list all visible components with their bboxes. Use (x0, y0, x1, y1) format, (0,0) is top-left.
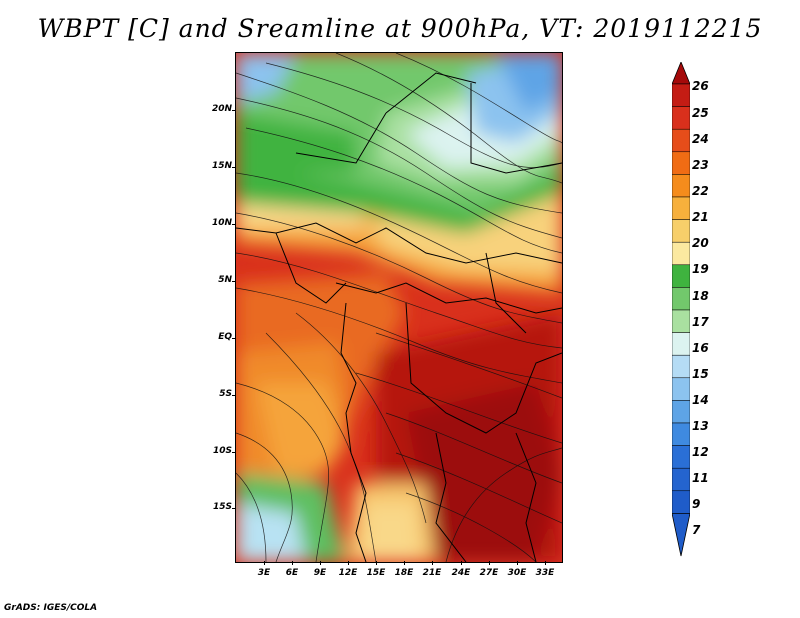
colorbar-segment (672, 219, 690, 243)
lon-tick-15e: 15E (366, 568, 386, 578)
lon-tick-21e: 21E (422, 568, 442, 578)
colorbar-segment (672, 354, 690, 379)
lat-tick-5n: 5N (218, 275, 232, 285)
colorbar-label: 14 (692, 393, 709, 407)
colorbar-label: 15 (692, 367, 709, 381)
colorbar-segment (672, 309, 690, 333)
colorbar-segment (672, 490, 690, 514)
lat-tick-10n: 10N (211, 218, 232, 228)
lat-tick-20n: 20N (211, 104, 232, 114)
colorbar-segment (672, 196, 690, 220)
lon-tick-9e: 9E (313, 568, 327, 578)
grads-credit: GrADS: IGES/COLA (4, 603, 98, 613)
lat-tick-mark (232, 452, 236, 453)
lon-tick-mark (404, 561, 405, 565)
colorbar-label: 24 (692, 132, 709, 146)
wbpt-field (236, 53, 562, 562)
lon-tick-mark (292, 561, 293, 565)
lat-tick-15n: 15N (211, 161, 232, 171)
lon-tick-33e: 33E (535, 568, 555, 578)
lon-tick-mark (517, 561, 518, 565)
lon-tick-30e: 30E (507, 568, 527, 578)
map-panel[interactable] (235, 52, 563, 563)
colorbar-bottom-arrow (672, 512, 690, 557)
lon-tick-mark (545, 561, 546, 565)
lon-tick-27e: 27E (479, 568, 499, 578)
lon-tick-6e: 6E (285, 568, 299, 578)
lon-tick-24e: 24E (451, 568, 471, 578)
colorbar-segment (672, 174, 690, 198)
streamlines (236, 53, 562, 562)
colorbar-segment (672, 400, 690, 424)
colorbar-segment (672, 467, 690, 492)
lat-tick-mark (232, 338, 236, 339)
colorbar-label: 20 (692, 236, 709, 250)
colorbar-top-arrow (672, 62, 690, 85)
lat-tick-eq: EQ (218, 332, 232, 342)
lat-tick-mark (232, 110, 236, 111)
colorbar (672, 62, 690, 557)
colorbar-label: 16 (692, 341, 709, 355)
colorbar-label: 22 (692, 184, 709, 198)
lon-tick-mark (489, 561, 490, 565)
colorbar-segment (672, 241, 690, 266)
colorbar-label: 18 (692, 289, 709, 303)
lat-tick-15s: 15S (212, 502, 232, 512)
colorbar-label: 11 (692, 471, 709, 485)
colorbar-label: 13 (692, 419, 709, 433)
lon-tick-mark (348, 561, 349, 565)
colorbar-segment (672, 332, 690, 356)
colorbar-segment (672, 377, 690, 401)
lat-tick-mark (232, 167, 236, 168)
chart-title: WBPT [C] and Sreamline at 900hPa, VT: 20… (37, 14, 763, 43)
country-borders (236, 72, 562, 562)
lat-tick-5s: 5S (219, 389, 232, 399)
colorbar-segment (672, 151, 690, 175)
lon-tick-mark (264, 561, 265, 565)
lat-tick-mark (232, 281, 236, 282)
colorbar-segment (672, 264, 690, 288)
lon-tick-mark (432, 561, 433, 565)
colorbar-label: 21 (692, 210, 709, 224)
colorbar-label: 25 (692, 106, 709, 120)
colorbar-segment (672, 445, 690, 469)
colorbar-label: 26 (692, 79, 709, 93)
lat-tick-mark (232, 395, 236, 396)
colorbar-label: 12 (692, 445, 709, 459)
colorbar-label: 9 (692, 497, 701, 511)
lat-tick-mark (232, 224, 236, 225)
colorbar-label: 17 (692, 315, 709, 329)
colorbar-segment (672, 106, 690, 130)
colorbar-label: 7 (692, 523, 701, 537)
colorbar-label: 23 (692, 158, 709, 172)
colorbar-segment (672, 128, 690, 153)
lon-tick-3e: 3E (257, 568, 271, 578)
lon-tick-mark (376, 561, 377, 565)
lon-tick-18e: 18E (394, 568, 414, 578)
lon-tick-12e: 12E (338, 568, 358, 578)
colorbar-segment (672, 287, 690, 311)
lat-tick-mark (232, 508, 236, 509)
lon-tick-mark (320, 561, 321, 565)
colorbar-segment (672, 83, 690, 107)
colorbar-segment (672, 422, 690, 446)
colorbar-label: 19 (692, 262, 709, 276)
lon-tick-mark (461, 561, 462, 565)
lat-tick-10s: 10S (212, 446, 232, 456)
